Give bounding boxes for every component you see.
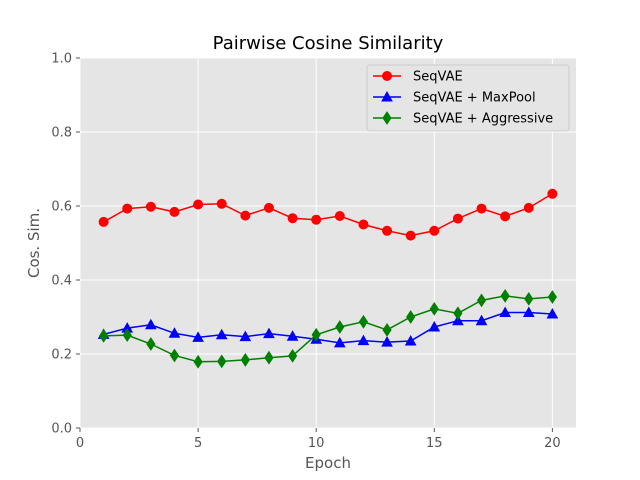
data-point-seqvae-maxpool [192, 331, 204, 342]
data-point-seqvae-maxpool [215, 328, 228, 340]
legend-label: SeqVAE [413, 70, 463, 85]
data-point-seqvae-aggressive [382, 323, 392, 337]
legend-marker [381, 90, 393, 102]
x-axis: 0 5 10 15 20 [76, 428, 561, 451]
y-tick-label: 1.0 [51, 52, 72, 67]
y-tick-label: 0.2 [51, 348, 72, 363]
legend-item-seqvae-maxpool: SeqVAE + MaxPool [373, 91, 536, 106]
series-line-seqvae-maxpool [103, 311, 553, 344]
x-tick-label: 5 [194, 436, 202, 451]
y-tick-label: 0.0 [51, 422, 72, 437]
y-axis-label: Cos. Sim. [25, 208, 43, 278]
data-point-seqvae-aggressive [358, 314, 369, 329]
data-point-seqvae-aggressive [287, 348, 298, 363]
data-point-seqvae-maxpool [286, 330, 299, 341]
data-point-seqvae [169, 206, 180, 217]
data-point-seqvae-maxpool [145, 318, 157, 330]
chart-title: Pairwise Cosine Similarity [213, 33, 444, 54]
data-point-seqvae [547, 188, 558, 199]
data-point-seqvae-aggressive [240, 353, 250, 367]
data-point-seqvae [358, 219, 369, 230]
data-point-seqvae-maxpool [263, 327, 275, 339]
data-point-seqvae-aggressive [193, 354, 203, 369]
series-seqvae-aggressive [99, 289, 557, 369]
data-point-seqvae-maxpool [546, 308, 559, 319]
data-point-seqvae [382, 225, 393, 236]
data-point-seqvae-maxpool [333, 336, 346, 348]
data-point-seqvae-aggressive [406, 310, 416, 324]
data-point-seqvae [98, 216, 109, 227]
legend-marker [382, 71, 392, 81]
data-point-seqvae-aggressive [217, 354, 227, 369]
y-tick-label: 0.8 [51, 126, 72, 141]
legend-label: SeqVAE + MaxPool [413, 91, 536, 106]
data-point-seqvae [122, 203, 133, 214]
data-point-seqvae [145, 201, 156, 212]
data-point-seqvae-aggressive [264, 350, 274, 365]
data-point-seqvae-aggressive [524, 291, 534, 306]
data-point-seqvae [500, 211, 511, 222]
data-point-seqvae [476, 203, 487, 214]
data-point-seqvae-maxpool [168, 327, 181, 338]
data-point-seqvae [452, 213, 463, 224]
data-point-seqvae-maxpool [381, 336, 393, 347]
data-point-seqvae [287, 213, 298, 224]
data-point-seqvae-aggressive [169, 348, 180, 363]
data-point-seqvae [405, 230, 416, 241]
data-point-seqvae [193, 199, 204, 210]
data-point-seqvae-aggressive [500, 289, 510, 303]
data-point-seqvae [523, 202, 534, 213]
legend-label: SeqVAE + Aggressive [413, 112, 553, 127]
data-point-seqvae-aggressive [122, 328, 132, 343]
data-point-seqvae-maxpool [522, 306, 535, 318]
data-point-seqvae-aggressive [311, 327, 321, 342]
legend: SeqVAE SeqVAE + MaxPool SeqVAE + Aggressiv… [366, 64, 570, 132]
x-tick-label: 10 [308, 436, 325, 451]
grid [79, 57, 576, 429]
y-tick-label: 0.4 [51, 274, 72, 289]
series-seqvae [98, 188, 558, 241]
data-point-seqvae-aggressive [547, 290, 557, 304]
data-point-seqvae-aggressive [476, 293, 487, 308]
legend-box [366, 64, 570, 132]
data-point-seqvae-maxpool [404, 335, 417, 346]
data-point-seqvae-maxpool [239, 330, 252, 342]
data-point-seqvae-maxpool [499, 306, 511, 318]
x-tick-label: 20 [544, 436, 561, 451]
data-point-seqvae [216, 198, 227, 209]
data-point-seqvae [334, 210, 345, 221]
y-axis: 0.0 0.2 0.4 0.6 0.8 1.0 [51, 52, 80, 437]
data-point-seqvae [311, 214, 322, 225]
x-axis-label: Epoch [305, 454, 351, 472]
series-layer [97, 188, 559, 369]
y-tick-label: 0.6 [51, 200, 72, 215]
series-line-seqvae-aggressive [103, 295, 553, 363]
data-point-seqvae-aggressive [335, 320, 345, 334]
data-point-seqvae-maxpool [357, 334, 370, 346]
data-point-seqvae-aggressive [99, 328, 109, 343]
x-tick-label: 15 [426, 436, 443, 451]
data-point-seqvae-aggressive [146, 337, 156, 351]
data-point-seqvae [240, 210, 251, 221]
legend-marker [382, 111, 392, 125]
data-point-seqvae-maxpool [428, 320, 441, 332]
data-point-seqvae [263, 202, 274, 213]
x-tick-label: 0 [76, 436, 84, 451]
data-point-seqvae-aggressive [429, 301, 439, 316]
data-point-seqvae-aggressive [453, 306, 463, 321]
data-point-seqvae [429, 225, 440, 236]
legend-item-seqvae-aggressive: SeqVAE + Aggressive [373, 111, 553, 127]
data-point-seqvae-maxpool [475, 314, 488, 326]
legend-item-seqvae: SeqVAE [373, 70, 463, 85]
